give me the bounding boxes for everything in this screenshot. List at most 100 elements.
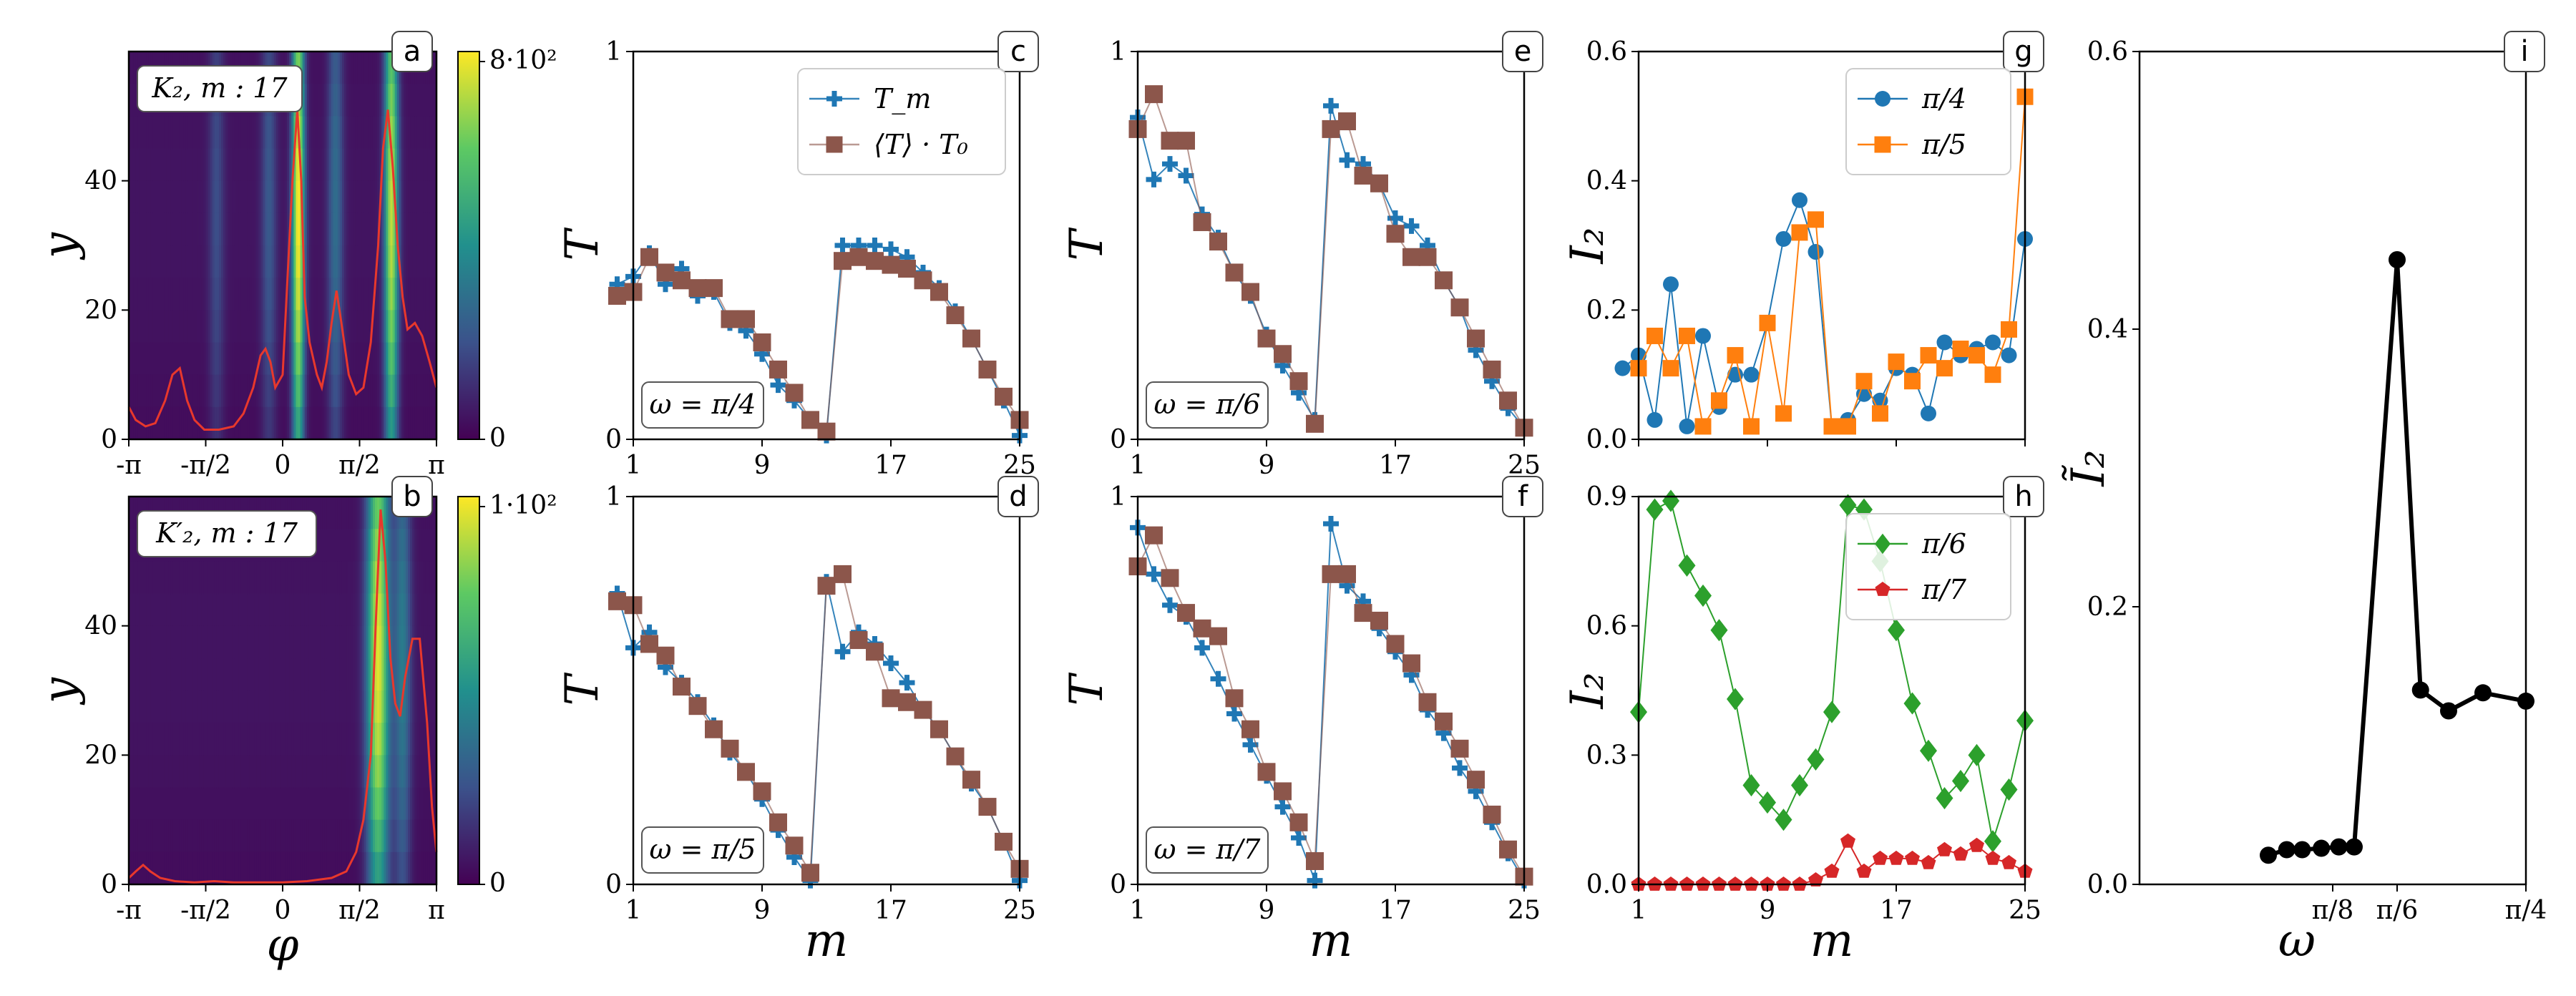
heatmap-cell — [296, 406, 299, 440]
data-point — [978, 360, 997, 379]
heatmap-cell — [419, 755, 422, 788]
data-point — [834, 565, 852, 583]
heatmap-cell — [225, 561, 228, 595]
heatmap-cell — [164, 658, 167, 691]
heatmap-cell — [273, 690, 277, 723]
data-point — [721, 739, 739, 758]
heatmap-cell — [232, 819, 235, 853]
heatmap-cell — [406, 148, 409, 182]
heatmap-cell — [144, 561, 147, 595]
heatmap-cell — [256, 180, 259, 214]
heatmap-cell — [238, 787, 242, 821]
heatmap-cell — [249, 593, 253, 627]
heatmap-cell — [155, 374, 158, 408]
heatmap-cell — [341, 819, 345, 853]
heatmap-cell — [357, 84, 361, 117]
heatmap-cell — [414, 342, 417, 376]
heatmap-cell — [230, 625, 233, 659]
heatmap-cell — [384, 52, 386, 84]
heatmap-cell — [201, 213, 205, 246]
heatmap-cell — [135, 593, 138, 627]
heatmap-cell — [364, 723, 367, 756]
heatmap-cell — [346, 52, 349, 84]
heatmap-cell — [353, 310, 356, 343]
heatmap-cell — [278, 787, 281, 821]
heatmap-cell — [331, 723, 334, 756]
heatmap-cell — [201, 374, 205, 408]
heatmap-cell — [247, 851, 250, 885]
heatmap-cell — [399, 406, 402, 440]
data-point — [1839, 494, 1857, 517]
heatmap-cell — [331, 851, 334, 885]
heatmap-cell — [326, 561, 330, 595]
heatmap-cell — [326, 851, 330, 885]
heatmap-cell — [341, 148, 345, 182]
heatmap-cell — [425, 116, 429, 150]
data-point — [1306, 414, 1324, 433]
heatmap-cell — [351, 723, 353, 756]
heatmap-cell — [199, 561, 202, 595]
heatmap-cell — [249, 213, 253, 246]
heatmap-cell — [146, 406, 150, 440]
heatmap-cell — [335, 819, 338, 853]
heatmap-cell — [201, 561, 205, 595]
heatmap-cell — [258, 690, 261, 723]
heatmap-cell — [320, 625, 323, 659]
heatmap-cell — [195, 723, 197, 756]
heatmap-cell — [313, 625, 316, 659]
heatmap-cell — [316, 374, 318, 408]
heatmap-cell — [280, 213, 283, 246]
heatmap-cell — [269, 625, 273, 659]
data-point — [640, 248, 658, 266]
heatmap-cell — [296, 310, 299, 343]
heatmap-cell — [273, 180, 277, 214]
heatmap-cell — [364, 625, 367, 659]
heatmap-cell — [144, 593, 147, 627]
heatmap-cell — [421, 148, 424, 182]
heatmap-cell — [289, 245, 292, 278]
heatmap-cell — [146, 593, 150, 627]
heatmap-cell — [195, 342, 197, 376]
heatmap-cell — [225, 787, 228, 821]
heatmap-cell — [208, 278, 211, 311]
heatmap-cell — [172, 819, 176, 853]
heatmap-cell — [386, 116, 389, 150]
heatmap-cell — [192, 278, 195, 311]
heatmap-cell — [414, 148, 417, 182]
heatmap-cell — [357, 625, 361, 659]
heatmap-cell — [300, 625, 303, 659]
heatmap-cell — [364, 561, 367, 595]
heatmap-cell — [208, 116, 211, 150]
data-point — [1614, 360, 1631, 376]
heatmap-cell — [218, 658, 222, 691]
heatmap-cell — [429, 278, 433, 311]
heatmap-cell — [265, 278, 268, 311]
heatmap-cell — [322, 787, 325, 821]
heatmap-cell — [175, 148, 178, 182]
heatmap-cell — [129, 342, 132, 376]
data-point — [817, 422, 836, 441]
heatmap-column — [384, 497, 386, 885]
heatmap-column — [131, 52, 134, 440]
heatmap-cell — [254, 723, 257, 756]
heatmap-cell — [416, 213, 420, 246]
heatmap-cell — [269, 593, 273, 627]
heatmap-cell — [137, 561, 140, 595]
heatmap-cell — [370, 213, 374, 246]
heatmap-cell — [399, 723, 402, 756]
heatmap-cell — [289, 148, 292, 182]
heatmap-cell — [238, 851, 242, 885]
heatmap-cell — [265, 374, 268, 408]
heatmap-cell — [208, 310, 211, 343]
heatmap-cell — [394, 148, 398, 182]
heatmap-cell — [368, 374, 371, 408]
heatmap-cell — [216, 310, 220, 343]
heatmap-cell — [162, 723, 165, 756]
heatmap-cell — [357, 180, 361, 214]
heatmap-cell — [258, 755, 261, 788]
heatmap-cell — [232, 658, 235, 691]
heatmap-cell — [296, 342, 299, 376]
heatmap-cell — [240, 406, 244, 440]
heatmap-cell — [421, 625, 424, 659]
heatmap-cell — [289, 310, 292, 343]
